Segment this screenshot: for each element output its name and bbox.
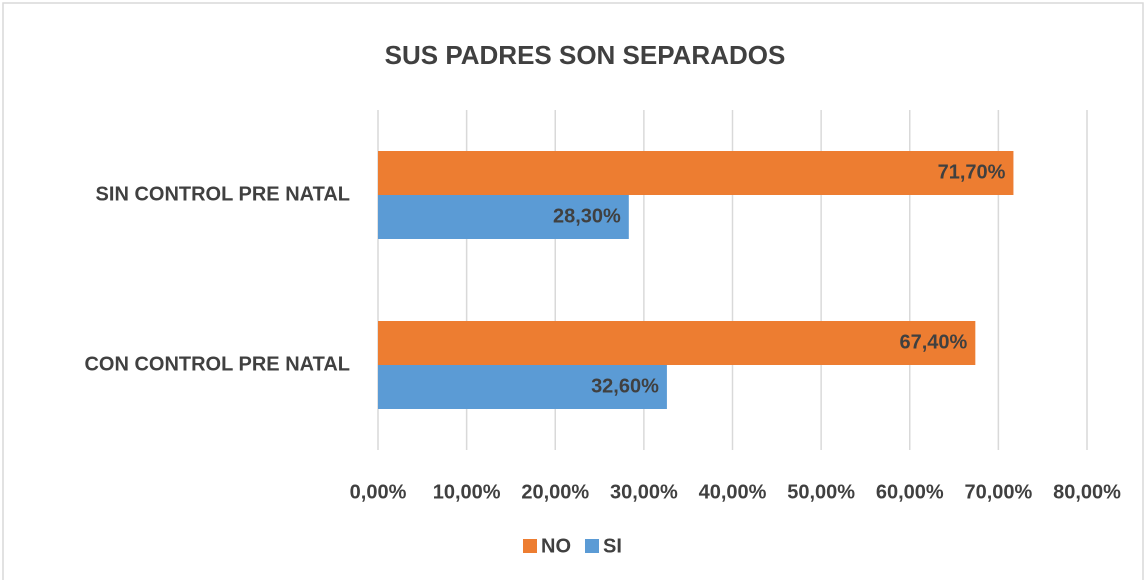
bar — [378, 321, 976, 365]
x-tick-label: 10,00% — [433, 481, 501, 503]
bar — [378, 365, 667, 409]
y-tick-label: SIN CONTROL PRE NATAL — [96, 183, 350, 205]
y-tick-label: CON CONTROL PRE NATAL — [84, 353, 350, 375]
legend-swatch — [523, 539, 537, 553]
x-tick-label: 50,00% — [787, 481, 855, 503]
value-label: 32,60% — [591, 375, 659, 397]
value-label: 28,30% — [553, 205, 621, 227]
legend-label: SI — [603, 535, 622, 557]
chart-title: SUS PADRES SON SEPARADOS — [385, 40, 786, 70]
value-label: 71,70% — [938, 161, 1006, 183]
x-tick-label: 70,00% — [964, 481, 1032, 503]
bar — [378, 195, 629, 239]
legend-swatch — [585, 539, 599, 553]
x-tick-label: 0,00% — [350, 481, 407, 503]
x-tick-label: 40,00% — [699, 481, 767, 503]
bar — [378, 151, 1014, 195]
value-label: 67,40% — [899, 331, 967, 353]
x-tick-label: 80,00% — [1053, 481, 1121, 503]
legend-label: NO — [541, 535, 571, 557]
x-tick-label: 20,00% — [521, 481, 589, 503]
x-tick-label: 60,00% — [876, 481, 944, 503]
x-tick-label: 30,00% — [610, 481, 678, 503]
